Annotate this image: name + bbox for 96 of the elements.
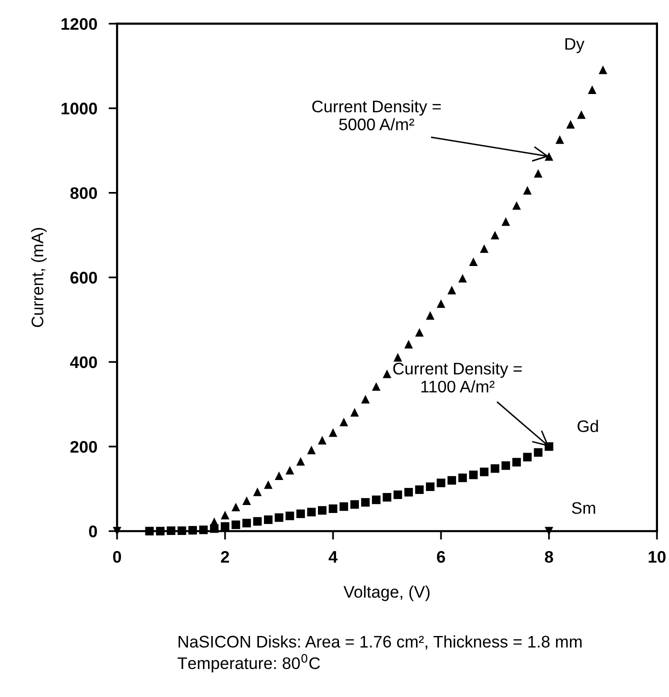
point (588, 85, 596, 94)
point (490, 230, 500, 240)
y-tick-label: 1000 (62, 102, 97, 114)
point (523, 186, 532, 195)
point (469, 470, 478, 480)
x-tick-label: 8 (544, 551, 554, 563)
point (382, 493, 392, 502)
point (512, 458, 521, 466)
annotation: Current Density = 5000 A/m² (312, 100, 441, 130)
point (404, 488, 413, 496)
point (372, 496, 380, 504)
x-tick-label: 2 (220, 551, 230, 563)
point (340, 502, 348, 511)
point (512, 201, 521, 210)
y-axis-title: Current, (mA) (31, 228, 47, 328)
annotation: Current Density = 1100 A/m² (393, 362, 522, 393)
point (307, 446, 316, 454)
point (544, 152, 554, 161)
point (199, 526, 208, 534)
point (361, 394, 370, 404)
point (296, 509, 305, 518)
point (232, 502, 240, 512)
point (328, 504, 338, 513)
point (156, 526, 165, 536)
point (296, 457, 305, 466)
point (318, 436, 327, 444)
point (523, 452, 532, 462)
point (404, 340, 413, 348)
point (145, 526, 154, 536)
point (210, 524, 219, 533)
point (340, 418, 348, 426)
x-tick-label: 10 (648, 551, 666, 563)
point (166, 526, 176, 535)
point (253, 517, 262, 526)
series-label: Sm (572, 502, 596, 514)
point (448, 286, 456, 294)
y-tick-label: 1200 (62, 18, 97, 30)
x-tick-label: 6 (436, 551, 446, 563)
point (361, 498, 370, 507)
point (566, 120, 575, 129)
point (502, 217, 510, 226)
point (458, 474, 467, 482)
point (232, 520, 240, 530)
point (436, 299, 446, 308)
y-tick-label: 600 (70, 272, 97, 284)
point (350, 408, 359, 417)
point (178, 526, 186, 535)
point (286, 512, 294, 520)
point (426, 311, 434, 320)
point (328, 428, 338, 437)
point (458, 274, 467, 283)
point (448, 476, 456, 485)
point (480, 468, 488, 476)
y-tick-label: 200 (70, 440, 97, 453)
point (286, 466, 294, 475)
point (534, 448, 542, 457)
x-axis-title: Voltage, (V) (344, 586, 430, 602)
point (372, 382, 380, 391)
point (598, 66, 608, 74)
point (556, 135, 564, 144)
point (382, 370, 392, 378)
point (577, 110, 586, 119)
series-label: Dy (565, 38, 584, 54)
point (394, 353, 402, 362)
point (350, 500, 359, 509)
y-tick-label: 800 (70, 187, 97, 200)
point (318, 506, 327, 515)
point (112, 526, 122, 536)
series-label: Gd (578, 420, 598, 432)
point (220, 510, 230, 520)
point (220, 522, 230, 531)
point (534, 169, 542, 178)
point (394, 490, 402, 500)
point (307, 508, 316, 516)
point (469, 257, 478, 266)
point (490, 464, 500, 473)
point (253, 488, 262, 496)
y-tick-label: 0 (89, 526, 97, 538)
text: NaSICON Disks: Area = 1.76 cm², Thickness = 1.8 mm Temperature: 80$^{0}$C (178, 635, 582, 672)
point (480, 244, 488, 253)
point (502, 461, 510, 470)
point (415, 485, 424, 494)
point (436, 478, 446, 488)
x-tick-label: 4 (328, 551, 338, 563)
y-tick-label: 400 (70, 356, 97, 368)
point (274, 513, 284, 522)
point (242, 496, 251, 505)
point (274, 471, 284, 480)
x-tick-label: 0 (113, 551, 122, 563)
point (415, 328, 424, 337)
point (544, 526, 554, 536)
point (264, 480, 273, 489)
point (242, 518, 251, 528)
point (188, 526, 197, 535)
point (426, 482, 434, 491)
point (264, 515, 273, 524)
